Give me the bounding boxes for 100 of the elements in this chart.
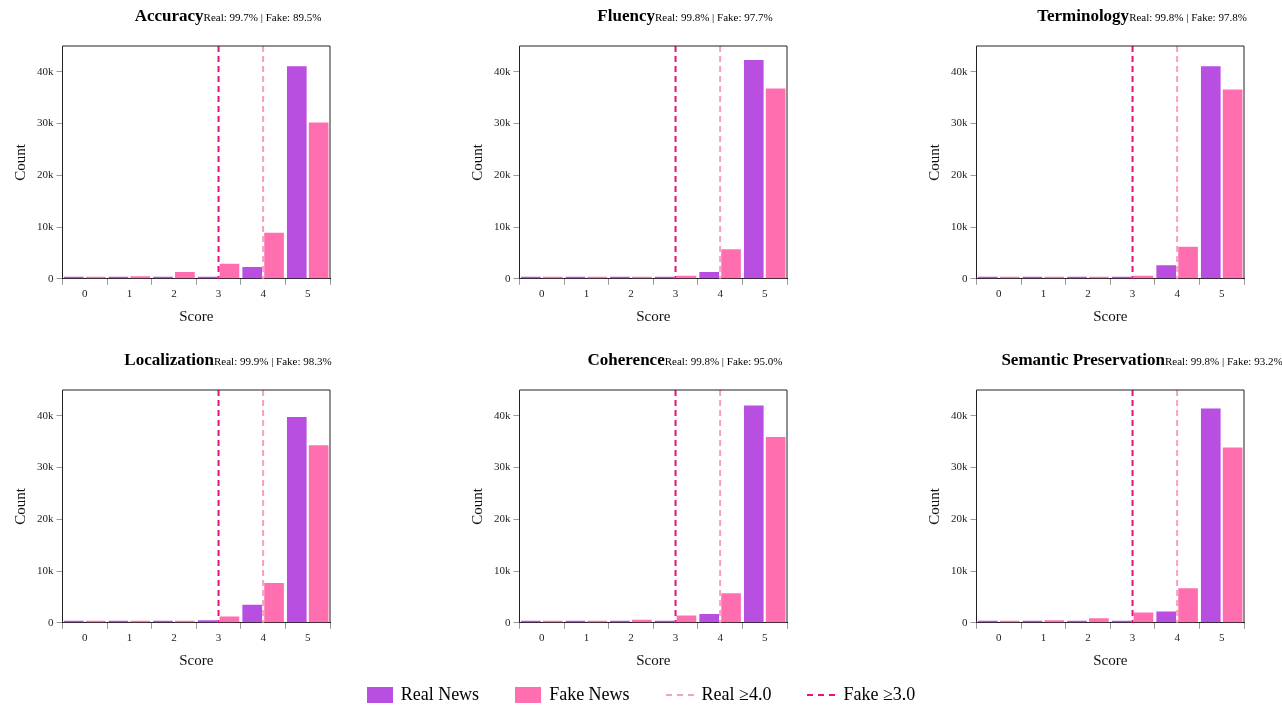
y-tick-label: 20k xyxy=(37,168,54,181)
y-axis-title: Count xyxy=(11,143,28,181)
chart-title: Accuracy xyxy=(134,6,204,25)
chart-subtitle: Real: 99.9% | Fake: 98.3% xyxy=(214,355,332,367)
bar xyxy=(1222,89,1243,279)
y-axis-title: Count xyxy=(468,143,485,181)
y-tick-label: 10k xyxy=(494,219,511,232)
y-tick-label: 30k xyxy=(37,460,54,473)
bar xyxy=(286,66,307,279)
x-tick-label: 2 xyxy=(171,287,177,300)
y-tick-label: 40k xyxy=(951,408,968,421)
x-tick-label: 1 xyxy=(1040,287,1047,300)
y-tick-label: 30k xyxy=(37,116,54,129)
bar xyxy=(1156,611,1177,623)
bar xyxy=(308,445,329,623)
y-tick-label: 20k xyxy=(494,168,511,181)
x-tick-label: 5 xyxy=(761,631,768,644)
bar xyxy=(264,232,284,279)
x-tick-label: 4 xyxy=(260,631,267,644)
chart-subtitle: Real: 99.8% | Fake: 95.0% xyxy=(664,355,783,367)
x-tick-label: 3 xyxy=(672,287,679,300)
bar xyxy=(197,620,218,623)
x-tick-label: 3 xyxy=(1129,287,1136,300)
x-tick-label: 4 xyxy=(717,631,724,644)
chart-title: Terminology xyxy=(1037,6,1130,25)
bar xyxy=(219,263,240,279)
y-tick-label: 40k xyxy=(37,64,54,77)
x-tick-label: 3 xyxy=(215,631,222,644)
y-tick-label: 20k xyxy=(951,168,968,181)
legend-label: Real News xyxy=(400,684,480,705)
x-tick-label: 5 xyxy=(1218,287,1225,300)
y-tick-label: 0 xyxy=(962,271,968,284)
y-tick-label: 0 xyxy=(962,615,968,628)
bar xyxy=(175,272,195,279)
y-tick-label: 0 xyxy=(505,615,511,628)
y-tick-label: 30k xyxy=(951,116,968,129)
bar xyxy=(1200,66,1221,279)
x-tick-label: 1 xyxy=(1040,631,1047,644)
bar xyxy=(1178,588,1198,623)
y-tick-label: 40k xyxy=(951,64,968,77)
bar xyxy=(721,249,741,279)
x-tick-label: 5 xyxy=(304,287,311,300)
x-tick-label: 0 xyxy=(539,631,546,644)
bar xyxy=(264,582,284,623)
bar xyxy=(1178,246,1198,279)
y-tick-label: 10k xyxy=(951,219,968,232)
x-tick-label: 4 xyxy=(717,287,724,300)
bar xyxy=(1156,265,1177,279)
x-tick-label: 2 xyxy=(628,287,634,300)
x-tick-label: 2 xyxy=(1085,287,1091,300)
y-axis-title: Count xyxy=(925,487,942,525)
x-tick-label: 4 xyxy=(1174,631,1181,644)
bar xyxy=(242,266,263,279)
bar xyxy=(308,122,329,279)
y-tick-label: 30k xyxy=(494,116,511,129)
bar xyxy=(1222,447,1243,623)
x-axis-title: Score xyxy=(179,651,214,668)
bar xyxy=(286,416,307,623)
x-tick-label: 0 xyxy=(82,631,89,644)
bar xyxy=(721,593,741,623)
y-tick-label: 20k xyxy=(494,512,511,525)
y-tick-label: 30k xyxy=(951,460,968,473)
chart-title: Fluency xyxy=(597,6,655,25)
x-tick-label: 3 xyxy=(672,631,679,644)
x-tick-label: 5 xyxy=(1218,631,1225,644)
x-tick-label: 4 xyxy=(1174,287,1181,300)
x-tick-label: 1 xyxy=(126,631,133,644)
x-tick-label: 4 xyxy=(260,287,267,300)
y-tick-label: 0 xyxy=(48,615,54,628)
bar xyxy=(765,88,786,279)
bar xyxy=(1200,408,1221,623)
y-tick-label: 0 xyxy=(48,271,54,284)
legend-label: Fake News xyxy=(549,684,630,705)
y-tick-label: 40k xyxy=(37,408,54,421)
chart-title: Localization xyxy=(124,350,215,369)
x-tick-label: 0 xyxy=(996,631,1003,644)
bar xyxy=(1044,620,1065,623)
x-tick-label: 1 xyxy=(126,287,133,300)
chart-subtitle: Real: 99.8% | Fake: 93.2% xyxy=(1164,355,1282,367)
y-tick-label: 10k xyxy=(494,563,511,576)
chart-title: Semantic Preservation xyxy=(1001,350,1165,369)
x-tick-label: 5 xyxy=(304,631,311,644)
x-tick-label: 0 xyxy=(539,287,546,300)
x-tick-label: 5 xyxy=(761,287,768,300)
x-axis-title: Score xyxy=(179,307,214,324)
chart-subtitle: Real: 99.8% | Fake: 97.8% xyxy=(1129,11,1247,23)
x-tick-label: 0 xyxy=(82,287,89,300)
y-tick-label: 20k xyxy=(37,512,54,525)
x-axis-title: Score xyxy=(636,307,671,324)
y-axis-title: Count xyxy=(11,487,28,525)
y-tick-label: 0 xyxy=(505,271,511,284)
y-tick-label: 30k xyxy=(494,460,511,473)
bar xyxy=(242,604,263,623)
legend-label: Real ≥4.0 xyxy=(701,684,772,705)
bar xyxy=(743,405,764,623)
y-tick-label: 10k xyxy=(951,563,968,576)
bar xyxy=(1133,612,1154,623)
y-tick-label: 10k xyxy=(37,219,54,232)
y-tick-label: 40k xyxy=(494,64,511,77)
y-tick-label: 40k xyxy=(494,408,511,421)
